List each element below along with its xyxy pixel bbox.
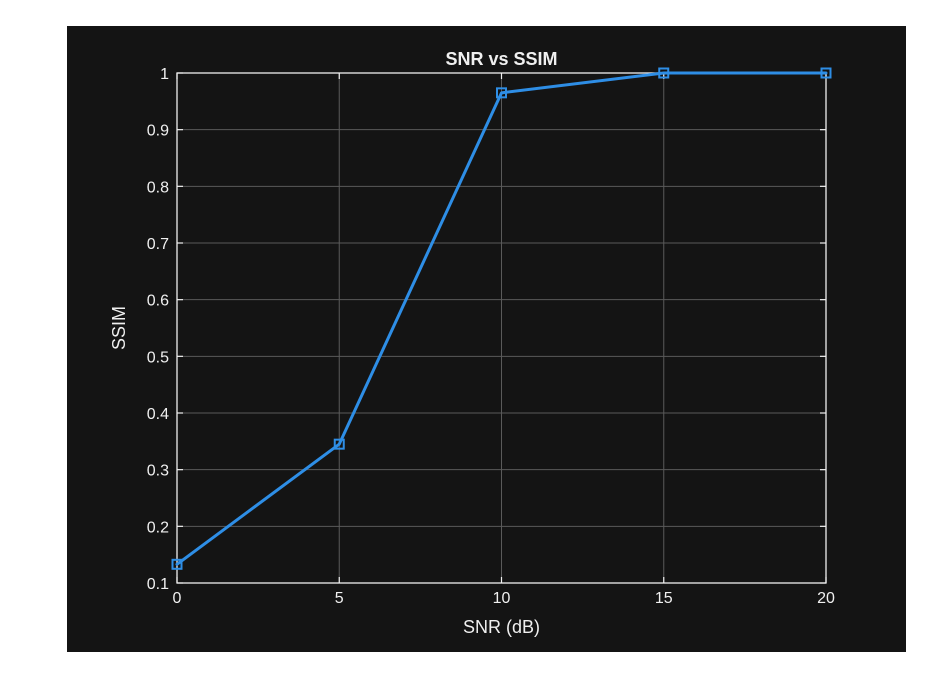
x-tick-labels: 0 5 10 15 20 (173, 590, 835, 607)
x-tick-label: 5 (335, 590, 344, 607)
y-tick-label: 0.6 (147, 293, 169, 310)
y-tick-label: 0.4 (147, 406, 169, 423)
figure-background (67, 26, 906, 652)
y-tick-label: 0.2 (147, 519, 169, 536)
y-tick-label: 0.7 (147, 236, 169, 253)
grid (177, 73, 826, 583)
y-tick-label: 0.1 (147, 576, 169, 593)
chart-title: SNR vs SSIM (445, 49, 557, 69)
y-axis-label: SSIM (109, 306, 129, 350)
y-tick-label: 1 (160, 66, 169, 83)
x-axis-label: SNR (dB) (463, 617, 540, 637)
y-tick-label: 0.9 (147, 123, 169, 140)
series-line (175, 71, 828, 566)
x-tick-label: 0 (173, 590, 182, 607)
data-point-marker (496, 87, 507, 99)
x-tick-label: 15 (655, 590, 673, 607)
x-tick-label: 10 (493, 590, 511, 607)
y-tick-label: 0.3 (147, 463, 169, 480)
y-tick-label: 0.8 (147, 179, 169, 196)
x-tick-label: 20 (817, 590, 835, 607)
chart-figure: 0 5 10 15 20 0.1 0.2 0.3 0.4 0.5 0.6 0.7 0.8 0.9 1 SN… (67, 26, 906, 652)
tick-marks (176, 72, 827, 584)
data-point-marker (820, 67, 832, 79)
y-tick-label: 0.5 (147, 349, 169, 366)
y-tick-labels: 0.1 0.2 0.3 0.4 0.5 0.6 0.7 0.8 0.9 1 (147, 66, 169, 593)
chart: 0 5 10 15 20 0.1 0.2 0.3 0.4 0.5 0.6 0.7 0.8 0.9 1 SN… (67, 26, 906, 652)
series (171, 67, 832, 570)
data-point-marker (171, 558, 183, 570)
data-point-marker (658, 67, 670, 79)
data-point-marker (333, 438, 345, 450)
